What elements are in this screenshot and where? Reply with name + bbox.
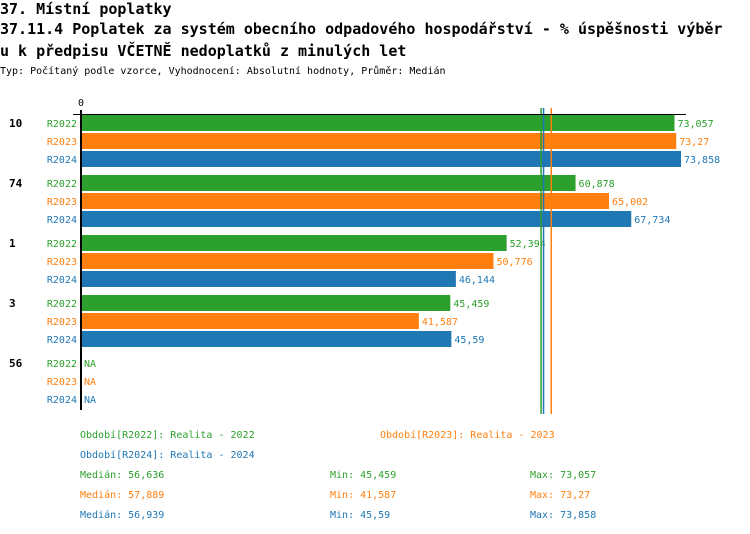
bar <box>81 151 681 167</box>
data-label: NA <box>84 359 96 370</box>
stat-min-r2022: Min: 45,459 <box>330 470 397 481</box>
chart-title-line1: 37.11.4 Poplatek za systém obecního odpa… <box>0 20 723 38</box>
bar <box>81 295 451 311</box>
data-label: 46,144 <box>459 275 495 286</box>
data-label: 41,587 <box>422 317 458 328</box>
series-label: R2024 <box>47 215 77 226</box>
bar <box>81 193 610 209</box>
series-label: R2022 <box>47 299 77 310</box>
stat-median-r2023: Medián: 57,889 <box>80 490 165 501</box>
stat-max-r2023: Max: 73,27 <box>530 490 591 501</box>
series-label: R2024 <box>47 335 77 346</box>
bar <box>81 133 677 149</box>
series-label: R2023 <box>47 257 77 268</box>
series-label: R2024 <box>47 275 77 286</box>
bar <box>81 271 456 287</box>
chart-info: Typ: Počítaný podle vzorce, Vyhodnocení:… <box>0 66 446 77</box>
chart-title-line2: u k předpisu VČETNĚ nedoplatků z minulýc… <box>0 42 407 60</box>
data-label: NA <box>84 377 96 388</box>
series-label: R2022 <box>47 119 77 130</box>
data-label: NA <box>84 395 96 406</box>
category-label: 10 <box>9 117 22 130</box>
series-label: R2024 <box>47 395 77 406</box>
stat-min-r2024: Min: 45,59 <box>330 510 391 521</box>
series-label: R2022 <box>47 239 77 250</box>
legend-period-r2024: Období[R2024]: Realita - 2024 <box>80 450 255 461</box>
category-label: 3 <box>9 297 16 310</box>
data-label: 60,878 <box>579 179 615 190</box>
page-title: 37. Místní poplatky <box>0 0 172 18</box>
data-label: 65,002 <box>612 197 648 208</box>
bar <box>81 313 419 329</box>
bar <box>81 175 576 191</box>
bar <box>81 253 494 269</box>
category-label: 1 <box>9 237 16 250</box>
legend-period-r2022: Období[R2022]: Realita - 2022 <box>80 430 255 441</box>
series-label: R2023 <box>47 317 77 328</box>
category-label: 56 <box>9 357 23 370</box>
stat-median-r2022: Medián: 56,636 <box>80 470 165 481</box>
bar <box>81 115 675 131</box>
series-label: R2024 <box>47 155 77 166</box>
series-label: R2022 <box>47 359 77 370</box>
series-label: R2023 <box>47 137 77 148</box>
bar <box>81 235 507 251</box>
series-label: R2023 <box>47 377 77 388</box>
stat-max-r2024: Max: 73,858 <box>530 510 597 521</box>
data-label: 45,459 <box>453 299 489 310</box>
data-label: 52,394 <box>510 239 546 250</box>
axis-zero-label: 0 <box>78 98 84 109</box>
data-label: 73,27 <box>679 137 709 148</box>
bar <box>81 331 452 347</box>
stat-median-r2024: Medián: 56,939 <box>80 510 165 521</box>
bar <box>81 211 632 227</box>
series-label: R2022 <box>47 179 77 190</box>
stat-min-r2023: Min: 41,587 <box>330 490 397 501</box>
data-label: 67,734 <box>634 215 670 226</box>
data-label: 73,858 <box>684 155 720 166</box>
category-label: 74 <box>9 177 23 190</box>
data-label: 50,776 <box>496 257 532 268</box>
series-label: R2023 <box>47 197 77 208</box>
legend-period-r2023: Období[R2023]: Realita - 2023 <box>380 430 555 441</box>
data-label: 45,59 <box>454 335 484 346</box>
data-label: 73,057 <box>677 119 713 130</box>
stat-max-r2022: Max: 73,057 <box>530 470 597 481</box>
